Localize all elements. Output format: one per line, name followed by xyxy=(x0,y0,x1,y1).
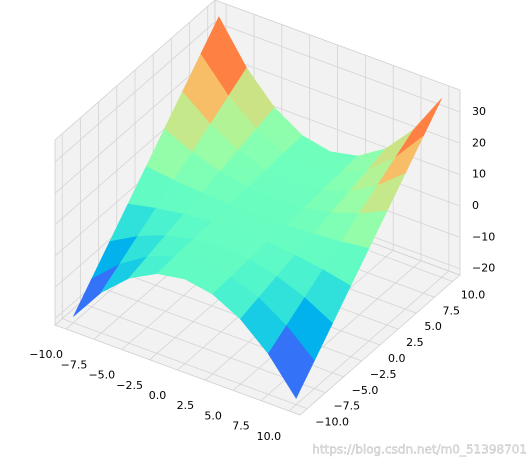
x-tick-label: −5.0 xyxy=(88,369,115,382)
y-tick-label: 10.0 xyxy=(461,288,486,301)
x-tick-label: 5.0 xyxy=(204,409,222,422)
y-tick-label: 0.0 xyxy=(388,352,406,365)
y-tick-label: 7.5 xyxy=(443,304,461,317)
z-tick-label: 30 xyxy=(472,105,486,118)
grid-line xyxy=(54,53,216,194)
y-tick-label: −2.5 xyxy=(370,368,397,381)
tick-labels: −10.0−7.5−5.0−2.50.02.55.07.510.0−10.0−7… xyxy=(29,105,495,443)
z-tick-label: 20 xyxy=(472,136,486,149)
x-tick-label: 10.0 xyxy=(257,430,282,443)
watermark: https://blog.csdn.net/m0_51398701 xyxy=(312,443,527,457)
surface xyxy=(73,16,442,399)
y-tick-label: 2.5 xyxy=(406,336,424,349)
grid-line xyxy=(62,318,308,410)
x-tick-label: 0.0 xyxy=(149,389,167,402)
x-tick-label: 7.5 xyxy=(232,420,250,433)
y-tick-label: 5.0 xyxy=(424,320,442,333)
x-tick-label: 2.5 xyxy=(177,399,195,412)
z-tick-label: −10 xyxy=(472,230,495,243)
x-tick-label: −10.0 xyxy=(29,348,63,361)
grid-line xyxy=(54,21,216,163)
x-tick-label: −2.5 xyxy=(116,379,143,392)
x-tick-label: −7.5 xyxy=(61,358,88,371)
grid-line xyxy=(214,21,461,113)
y-tick-label: −7.5 xyxy=(333,400,360,413)
surface-patch xyxy=(267,325,315,399)
y-tick-label: −5.0 xyxy=(352,384,379,397)
y-tick-label: −10.0 xyxy=(315,416,349,429)
z-tick-label: 10 xyxy=(472,168,486,181)
z-tick-label: 0 xyxy=(472,199,479,212)
z-tick-label: −20 xyxy=(472,262,495,275)
